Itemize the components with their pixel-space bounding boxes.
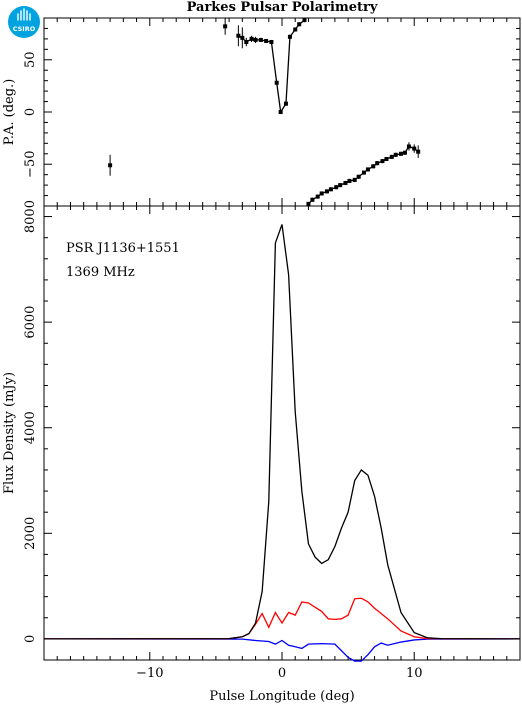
- pa-point: [406, 144, 411, 149]
- y-tick-label: 8000: [23, 200, 38, 233]
- pa-point: [269, 40, 274, 45]
- y-tick-label: 0: [23, 635, 38, 643]
- flux-line-circular: [43, 638, 521, 662]
- pa-point: [384, 157, 389, 161]
- pa-point: [380, 159, 385, 164]
- pa-point: [310, 197, 315, 202]
- pa-point: [412, 146, 417, 151]
- pa-point: [249, 36, 254, 41]
- pa-point: [352, 177, 357, 182]
- pa-point: [236, 33, 241, 38]
- pa-point: [108, 163, 113, 168]
- pa-point: [293, 27, 298, 32]
- pa-point: [287, 34, 292, 39]
- y-tick-label: 6000: [23, 306, 38, 339]
- flux-line-total: [43, 224, 521, 640]
- pa-point: [371, 164, 376, 169]
- pa-point: [375, 161, 380, 166]
- pa-point: [315, 194, 320, 199]
- y-tick-label: 0: [23, 108, 38, 116]
- pulsar-name-label: PSR J1136+1551: [66, 241, 180, 256]
- pa-point: [297, 22, 302, 27]
- pa-point: [416, 149, 421, 154]
- pa-point: [402, 150, 407, 155]
- x-tick-label: 0: [278, 666, 286, 681]
- pa-point: [274, 80, 279, 85]
- csiro-logo: CSIRO: [8, 6, 40, 38]
- pa-point: [389, 154, 394, 159]
- pa-point: [347, 178, 352, 183]
- y-tick-label: −50: [23, 151, 38, 178]
- pa-point: [244, 40, 249, 45]
- figure-title: Parkes Pulsar Polarimetry: [187, 0, 378, 15]
- y-tick-label: 2000: [23, 517, 38, 550]
- pa-point: [365, 167, 370, 172]
- pa-point: [240, 35, 245, 40]
- pa-point: [338, 183, 343, 188]
- flux-xlabel: Pulse Longitude (deg): [209, 689, 354, 704]
- pa-curve: [238, 19, 305, 114]
- pa-point: [319, 191, 324, 196]
- pa-point: [258, 37, 263, 42]
- pa-point: [356, 174, 361, 179]
- pa-point: [393, 152, 398, 157]
- pa-panel: −50 0 50 P.A. (deg.): [2, 17, 521, 207]
- pa-point: [328, 187, 333, 192]
- x-tick-label: −10: [136, 666, 163, 681]
- y-tick-label: 4000: [23, 411, 38, 444]
- x-tick-label: 10: [406, 666, 423, 681]
- y-tick-label: 50: [23, 52, 38, 69]
- pa-point: [334, 185, 339, 190]
- pa-point: [278, 110, 283, 114]
- pa-point: [361, 170, 366, 175]
- pa-point: [223, 24, 228, 29]
- frequency-label: 1369 MHz: [66, 265, 135, 280]
- flux-ylabel: Flux Density (mJy): [2, 372, 17, 494]
- pa-ylabel: P.A. (deg.): [2, 79, 17, 146]
- pa-point: [302, 18, 307, 23]
- pa-point: [343, 181, 348, 186]
- pa-point: [399, 151, 403, 156]
- logo-text: CSIRO: [13, 25, 36, 33]
- flux-panel: 0 2000 4000 6000 8000 −10 0 10 Flux Density (mJ…: [2, 200, 521, 704]
- flux-line-linear: [43, 597, 521, 640]
- pa-point: [283, 101, 288, 106]
- pa-point: [253, 37, 258, 42]
- pa-point: [306, 201, 311, 206]
- pa-point: [264, 38, 269, 43]
- pa-point: [324, 189, 329, 194]
